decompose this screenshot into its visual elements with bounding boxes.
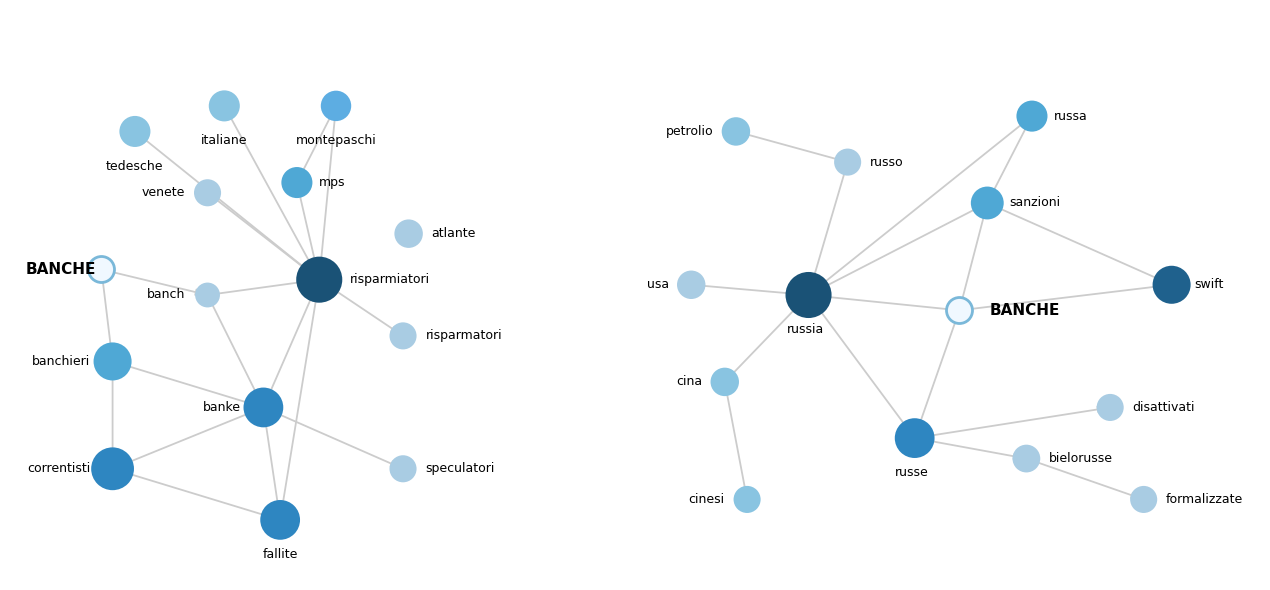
Point xyxy=(977,198,997,208)
Point xyxy=(326,101,347,110)
Text: atlante: atlante xyxy=(431,227,475,240)
Point xyxy=(392,331,413,340)
Text: usa: usa xyxy=(646,278,669,291)
Point xyxy=(725,127,745,136)
Text: cinesi: cinesi xyxy=(688,493,725,506)
Point xyxy=(949,306,969,315)
Text: speculatori: speculatori xyxy=(425,463,495,476)
Point xyxy=(392,464,413,474)
Point xyxy=(1134,495,1154,504)
Text: banch: banch xyxy=(147,289,185,301)
Text: italiane: italiane xyxy=(201,134,248,147)
Text: risparmatori: risparmatori xyxy=(425,329,502,342)
Text: mps: mps xyxy=(319,176,345,189)
Text: formalizzate: formalizzate xyxy=(1166,493,1243,506)
Text: BANCHE: BANCHE xyxy=(991,303,1060,318)
Text: russe: russe xyxy=(895,466,928,479)
Point xyxy=(737,495,757,504)
Text: swift: swift xyxy=(1194,278,1223,291)
Text: cina: cina xyxy=(677,375,702,388)
Point xyxy=(91,265,112,274)
Point xyxy=(287,178,307,187)
Text: banchieri: banchieri xyxy=(32,355,90,368)
Text: bielorusse: bielorusse xyxy=(1049,452,1113,465)
Text: venete: venete xyxy=(142,186,185,199)
Point xyxy=(837,158,857,167)
Point xyxy=(103,464,123,474)
Text: petrolio: petrolio xyxy=(665,125,714,138)
Point xyxy=(124,127,145,136)
Point xyxy=(1022,112,1043,121)
Point xyxy=(215,101,235,110)
Point xyxy=(1016,454,1036,463)
Point xyxy=(1162,280,1182,290)
Point xyxy=(715,377,735,386)
Text: correntisti: correntisti xyxy=(27,463,90,476)
Text: montepaschi: montepaschi xyxy=(296,134,376,147)
Point xyxy=(253,403,273,412)
Text: sanzioni: sanzioni xyxy=(1010,196,1060,209)
Text: tedesche: tedesche xyxy=(107,159,164,172)
Point xyxy=(799,290,819,300)
Point xyxy=(197,290,217,300)
Text: risparmiatori: risparmiatori xyxy=(351,273,431,286)
Text: russia: russia xyxy=(787,323,824,336)
Text: fallite: fallite xyxy=(263,548,298,561)
Point xyxy=(271,515,291,525)
Point xyxy=(904,434,925,443)
Text: BANCHE: BANCHE xyxy=(25,262,95,277)
Point xyxy=(309,275,329,284)
Text: russa: russa xyxy=(1054,110,1088,123)
Point xyxy=(1100,403,1120,412)
Point xyxy=(103,357,123,366)
Text: russo: russo xyxy=(870,156,903,169)
Text: disattivati: disattivati xyxy=(1133,401,1195,414)
Point xyxy=(197,188,217,198)
Text: banke: banke xyxy=(203,401,241,414)
Point xyxy=(681,280,701,290)
Point xyxy=(399,229,419,238)
